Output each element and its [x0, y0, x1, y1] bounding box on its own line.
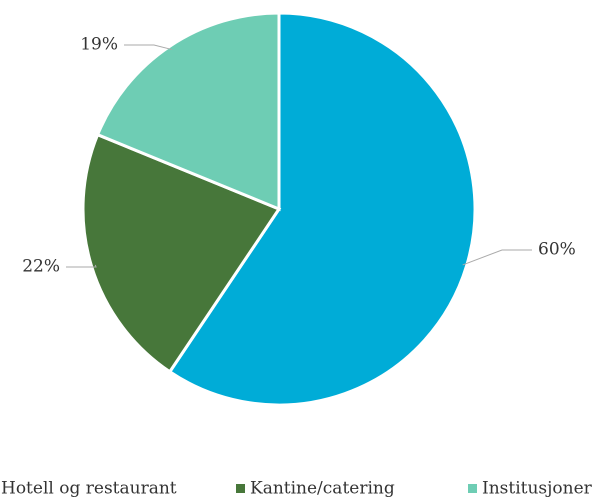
pie-slice	[81, 132, 282, 374]
legend-label: Kantine/catering	[250, 479, 395, 499]
leader-line	[462, 249, 532, 266]
leader-line	[124, 44, 173, 51]
pie-slice	[95, 11, 281, 212]
legend-label: Institusjoner	[482, 479, 593, 499]
pie-slice	[167, 11, 477, 407]
data-label: 60%	[538, 240, 576, 260]
leader-line	[66, 264, 97, 268]
data-label: 22%	[22, 257, 60, 277]
legend-swatch	[236, 484, 245, 493]
legend-label: Hotell og restaurant	[1, 479, 177, 499]
legend-swatch	[468, 484, 477, 493]
data-label: 19%	[80, 35, 118, 55]
